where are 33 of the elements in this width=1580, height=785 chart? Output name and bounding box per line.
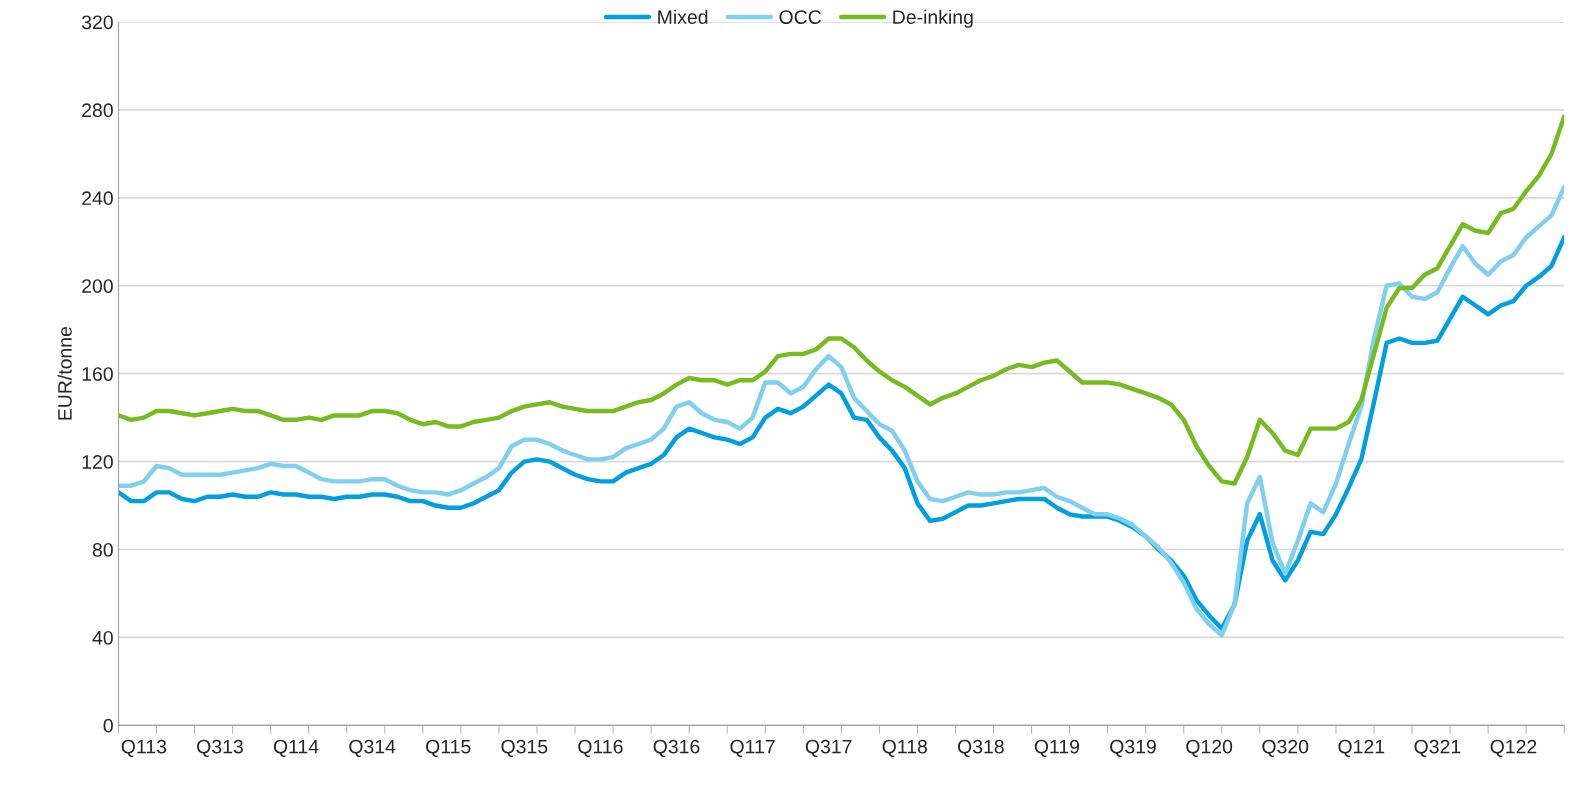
x-tick-label: Q119 [1034, 739, 1080, 757]
x-tick-label: Q318 [957, 739, 1004, 757]
y-tick-label: 240 [82, 191, 113, 206]
y-tick-label: 280 [82, 103, 113, 118]
x-tick-label: Q316 [653, 739, 700, 757]
x-tick-label: Q121 [1338, 739, 1385, 757]
x-tick-label: Q315 [501, 739, 548, 757]
x-tick-label: Q313 [197, 739, 243, 757]
x-tick-label: Q319 [1110, 739, 1156, 757]
legend-label: De-inking [893, 9, 973, 28]
x-tick-label: Q320 [1262, 739, 1309, 757]
x-tick-label: Q120 [1186, 739, 1233, 757]
y-axis-title: EUR/tonne [57, 326, 72, 420]
x-tick-label: Q317 [805, 739, 852, 757]
legend-label: OCC [779, 10, 822, 24]
x-tick-label: Q314 [349, 739, 396, 757]
x-tick-label: Q115 [426, 739, 471, 757]
line-series [118, 114, 1565, 486]
y-tick-label: 120 [82, 455, 113, 469]
y-tick-label: 40 [92, 630, 113, 645]
y-tick-label: 0 [103, 718, 113, 733]
y-tick-label: 200 [82, 279, 113, 293]
y-tick-label: 80 [92, 542, 113, 557]
x-tick-label: Q118 [882, 739, 927, 757]
x-tick-label: Q321 [1414, 739, 1461, 757]
x-tick-label: Q116 [578, 739, 623, 757]
x-tick-label: Q113 [121, 739, 167, 757]
y-tick-label: 320 [81, 15, 113, 30]
legend-label: Mixed [658, 9, 708, 24]
y-tick-label: 160 [82, 367, 113, 381]
x-tick-label: Q114 [273, 739, 319, 757]
x-tick-label: Q122 [1490, 739, 1537, 757]
x-tick-label: Q117 [730, 739, 775, 757]
